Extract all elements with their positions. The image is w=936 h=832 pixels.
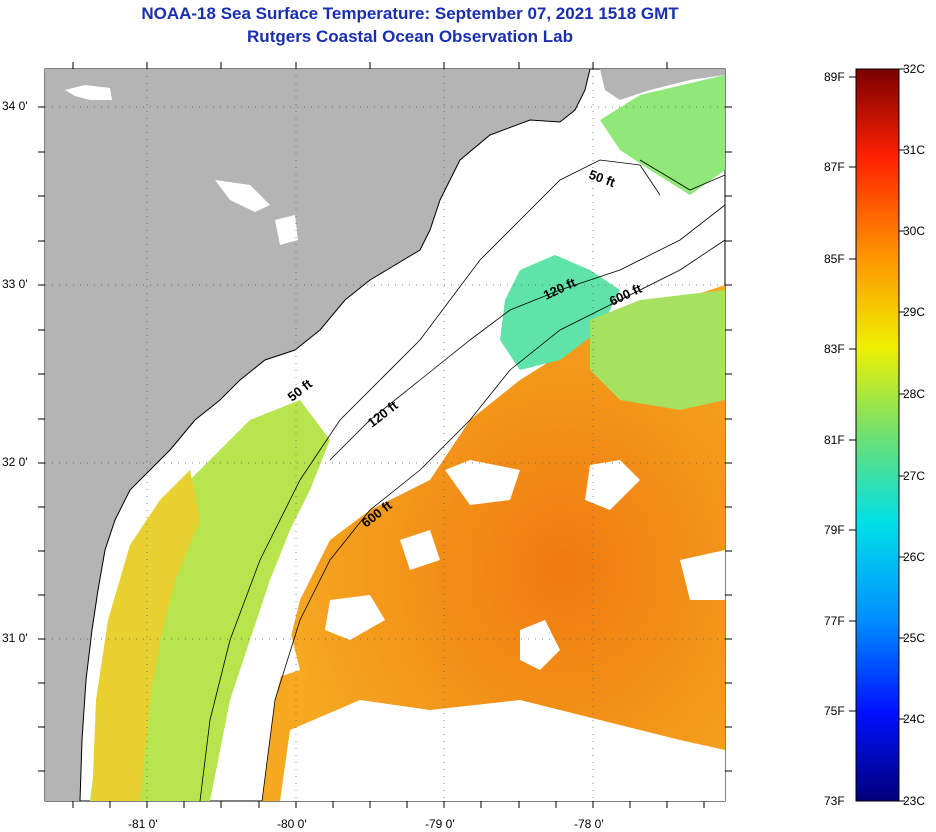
lon-label-79: -79 0' [425,817,455,831]
graticule [45,69,725,801]
colorbar-f-73: 73F [824,794,845,808]
lat-label-31: 31 0' [2,631,28,645]
isobath-600ft [261,239,725,801]
axis-ticks [38,62,732,808]
warm-sst-region [262,285,725,801]
colorbar-c-32: 32C [903,62,926,76]
colorbar-f-87: 87F [824,160,845,174]
east-green-patch [590,290,725,410]
cloud-mask [260,460,725,801]
colorbar-c-28: 28C [903,387,926,401]
colorbar-f-79: 79F [824,523,845,537]
colorbar-f-83: 83F [824,342,845,356]
colorbar-ticks [849,68,905,802]
map-title: NOAA-18 Sea Surface Temperature: Septemb… [141,4,679,23]
colorbar-c-29: 29C [903,305,926,319]
colorbar-c-25: 25C [903,631,926,645]
colorbar-f-89: 89F [824,70,845,84]
land-mass [45,69,590,801]
colorbar-c-30: 30C [903,224,926,238]
coastal-warm-band [92,470,200,801]
lon-label-78: -78 0' [574,817,604,831]
colorbar-f-77: 77F [824,614,845,628]
lon-label-81: -81 0' [128,817,158,831]
colorbar-c-24: 24C [903,712,926,726]
north-cool-patch [600,75,725,195]
lon-label-80: -80 0' [277,817,307,831]
isobath-50ft [199,159,725,801]
midshelf-sst-region [90,400,330,801]
colorbar-c-26: 26C [903,550,926,564]
lat-label-33: 33 0' [2,277,28,291]
cool-sst-patch [500,255,620,370]
outer-banks [600,69,725,100]
colorbar-c-27: 27C [903,469,926,483]
map-subtitle: Rutgers Coastal Ocean Observation Lab [247,27,573,46]
land-cloud [65,85,298,245]
isobath-120ft [329,204,725,461]
colorbar-c-31: 31C [903,143,926,157]
colorbar [855,68,900,802]
colorbar-f-75: 75F [824,704,845,718]
colorbar-f-81: 81F [824,433,845,447]
colorbar-c-23: 23C [903,794,926,808]
lat-label-34: 34 0' [2,99,28,113]
colorbar-f-85: 85F [824,252,845,266]
lat-label-32: 32 0' [2,455,28,469]
coastline [79,69,591,801]
